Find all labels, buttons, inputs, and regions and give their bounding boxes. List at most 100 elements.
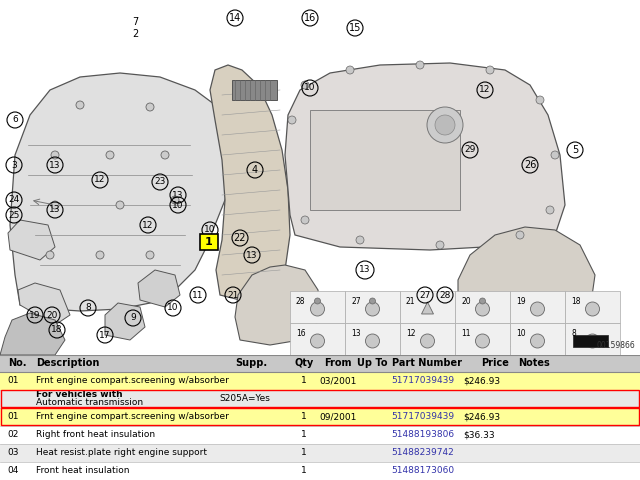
- Text: Notes: Notes: [518, 359, 550, 369]
- Text: 1: 1: [301, 467, 307, 476]
- Circle shape: [301, 81, 309, 89]
- Bar: [573, 335, 608, 347]
- Circle shape: [420, 334, 435, 348]
- Text: Heat resist.plate right engine support: Heat resist.plate right engine support: [36, 448, 207, 457]
- Text: Description: Description: [36, 359, 99, 369]
- Text: 12: 12: [406, 329, 415, 338]
- Text: 12: 12: [479, 85, 491, 95]
- Bar: [455, 323, 510, 355]
- Text: 03/2001: 03/2001: [319, 376, 357, 385]
- Circle shape: [106, 151, 114, 159]
- Text: 1: 1: [205, 237, 213, 247]
- Bar: [0, 355, 640, 372]
- Text: 16: 16: [304, 13, 316, 23]
- Text: 27: 27: [351, 297, 360, 306]
- Text: Frnt engine compart.screening w/absorber: Frnt engine compart.screening w/absorber: [36, 412, 228, 421]
- Text: Front heat insulation: Front heat insulation: [36, 467, 129, 476]
- Text: 13: 13: [49, 205, 61, 215]
- Circle shape: [531, 334, 545, 348]
- Text: 8: 8: [85, 303, 91, 312]
- Text: 2: 2: [132, 29, 138, 39]
- Bar: [0, 390, 640, 408]
- Circle shape: [76, 101, 84, 109]
- Circle shape: [476, 302, 490, 316]
- Text: 20: 20: [46, 311, 58, 320]
- Text: 21: 21: [227, 290, 239, 300]
- Text: 28: 28: [296, 297, 305, 306]
- Text: Right front heat insulation: Right front heat insulation: [36, 431, 155, 440]
- Circle shape: [436, 241, 444, 249]
- Circle shape: [531, 302, 545, 316]
- Circle shape: [516, 231, 524, 239]
- Text: 11: 11: [461, 329, 470, 338]
- Circle shape: [479, 298, 486, 304]
- Circle shape: [116, 201, 124, 209]
- Text: 01: 01: [8, 376, 19, 385]
- Text: 11: 11: [192, 290, 204, 300]
- Circle shape: [551, 151, 559, 159]
- Circle shape: [536, 96, 544, 104]
- Circle shape: [416, 61, 424, 69]
- Text: 18: 18: [51, 325, 63, 335]
- Text: 12: 12: [142, 220, 154, 229]
- Circle shape: [369, 298, 376, 304]
- Text: 27: 27: [419, 290, 431, 300]
- Text: Supp.: Supp.: [236, 359, 268, 369]
- Text: 7: 7: [132, 17, 138, 27]
- Bar: [345, 323, 400, 355]
- Circle shape: [427, 107, 463, 143]
- Circle shape: [476, 334, 490, 348]
- Text: 10: 10: [516, 329, 525, 338]
- Text: 16: 16: [296, 329, 306, 338]
- Text: 13: 13: [172, 191, 184, 200]
- Bar: [510, 323, 565, 355]
- Bar: [200, 234, 218, 250]
- Text: 51488193806: 51488193806: [392, 431, 455, 440]
- Text: 18: 18: [571, 297, 580, 306]
- Polygon shape: [235, 265, 320, 345]
- Text: 9: 9: [130, 313, 136, 323]
- Bar: [0, 372, 640, 390]
- Text: Frnt engine compart.screening w/absorber: Frnt engine compart.screening w/absorber: [36, 376, 228, 385]
- Text: 25: 25: [8, 211, 20, 219]
- Circle shape: [51, 151, 59, 159]
- Text: 1: 1: [301, 431, 307, 440]
- Circle shape: [301, 216, 309, 224]
- Text: 22: 22: [234, 233, 246, 243]
- Text: 15: 15: [349, 23, 361, 33]
- Text: 10: 10: [167, 303, 179, 312]
- Text: 6: 6: [12, 116, 18, 124]
- Text: 13: 13: [246, 251, 258, 260]
- Text: 04: 04: [8, 467, 19, 476]
- Bar: [0, 426, 640, 444]
- Bar: [400, 323, 455, 355]
- Text: 02: 02: [8, 431, 19, 440]
- Text: 13: 13: [351, 329, 360, 338]
- Text: Up To: Up To: [357, 359, 387, 369]
- Text: Part Number: Part Number: [392, 359, 461, 369]
- Polygon shape: [138, 270, 180, 307]
- Circle shape: [51, 201, 59, 209]
- Text: Automatic transmission: Automatic transmission: [36, 398, 143, 408]
- Circle shape: [365, 334, 380, 348]
- Text: 51717039439: 51717039439: [392, 412, 455, 421]
- Text: 24: 24: [8, 195, 20, 204]
- Bar: [290, 291, 345, 323]
- Text: 00159866: 00159866: [596, 341, 635, 350]
- Text: 10: 10: [304, 84, 316, 93]
- Polygon shape: [105, 303, 145, 340]
- Bar: [400, 291, 455, 323]
- Circle shape: [161, 151, 169, 159]
- Bar: [1, 390, 639, 408]
- Text: Price: Price: [481, 359, 509, 369]
- Bar: [290, 323, 345, 355]
- Text: 1: 1: [301, 376, 307, 385]
- Text: 28: 28: [439, 290, 451, 300]
- Polygon shape: [285, 63, 565, 250]
- Text: 03: 03: [8, 448, 19, 457]
- Text: 1: 1: [301, 412, 307, 421]
- Text: $246.93: $246.93: [463, 376, 500, 385]
- Circle shape: [486, 66, 494, 74]
- Circle shape: [146, 103, 154, 111]
- Text: 51488239742: 51488239742: [392, 448, 454, 457]
